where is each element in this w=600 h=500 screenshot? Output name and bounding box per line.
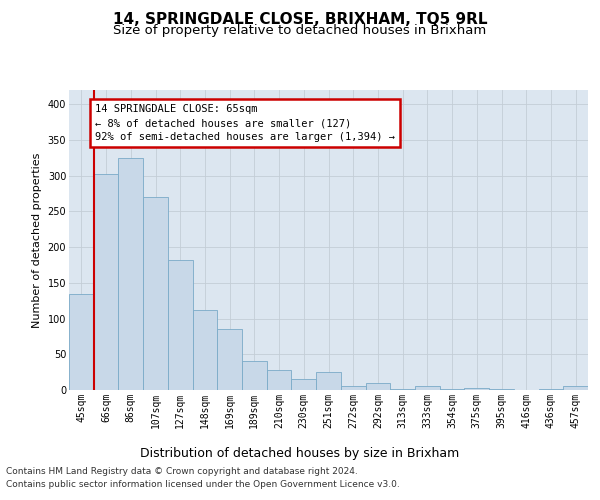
Bar — [242, 362, 267, 390]
Bar — [390, 388, 415, 390]
Bar — [94, 174, 118, 390]
Bar — [563, 386, 588, 390]
Bar — [118, 158, 143, 390]
Y-axis label: Number of detached properties: Number of detached properties — [32, 152, 42, 328]
Text: Size of property relative to detached houses in Brixham: Size of property relative to detached ho… — [113, 24, 487, 37]
Bar — [168, 260, 193, 390]
Bar — [267, 370, 292, 390]
Bar — [316, 372, 341, 390]
Text: Distribution of detached houses by size in Brixham: Distribution of detached houses by size … — [140, 448, 460, 460]
Bar — [415, 386, 440, 390]
Text: Contains HM Land Registry data © Crown copyright and database right 2024.: Contains HM Land Registry data © Crown c… — [6, 467, 358, 476]
Bar — [341, 386, 365, 390]
Bar — [292, 380, 316, 390]
Text: Contains public sector information licensed under the Open Government Licence v3: Contains public sector information licen… — [6, 480, 400, 489]
Bar — [69, 294, 94, 390]
Bar — [193, 310, 217, 390]
Bar — [464, 388, 489, 390]
Bar — [365, 383, 390, 390]
Bar — [143, 197, 168, 390]
Bar — [217, 330, 242, 390]
Text: 14, SPRINGDALE CLOSE, BRIXHAM, TQ5 9RL: 14, SPRINGDALE CLOSE, BRIXHAM, TQ5 9RL — [113, 12, 487, 28]
Text: 14 SPRINGDALE CLOSE: 65sqm
← 8% of detached houses are smaller (127)
92% of semi: 14 SPRINGDALE CLOSE: 65sqm ← 8% of detac… — [95, 104, 395, 142]
